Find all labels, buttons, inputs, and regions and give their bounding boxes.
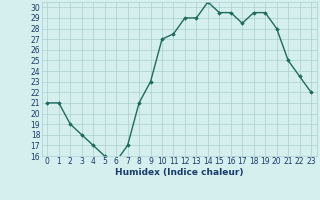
X-axis label: Humidex (Indice chaleur): Humidex (Indice chaleur) (115, 168, 244, 177)
